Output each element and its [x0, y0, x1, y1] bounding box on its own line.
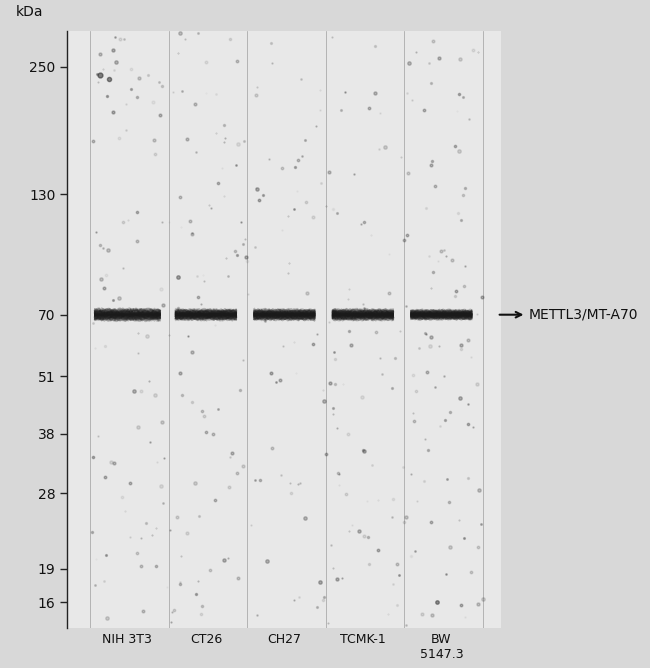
Text: kDa: kDa — [16, 5, 43, 19]
Text: METTL3/MT-A70: METTL3/MT-A70 — [500, 308, 638, 322]
